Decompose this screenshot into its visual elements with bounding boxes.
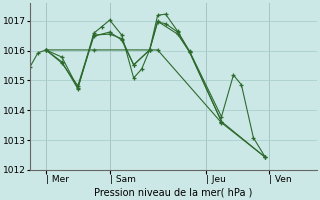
X-axis label: Pression niveau de la mer( hPa ): Pression niveau de la mer( hPa ): [94, 187, 253, 197]
